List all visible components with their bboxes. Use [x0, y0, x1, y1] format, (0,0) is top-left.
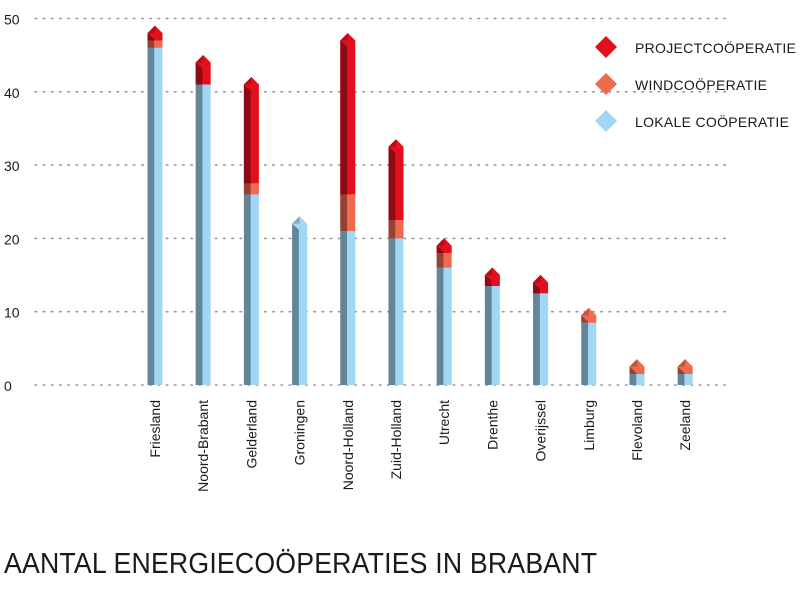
bar-segment-shade [533, 282, 540, 294]
bar-segment-shade [629, 374, 637, 385]
bar-segment-shade [388, 238, 396, 385]
bar-segment-shade [195, 84, 203, 385]
bar-segment [147, 40, 163, 48]
x-tick-label: Utrecht [436, 400, 452, 445]
bar-cap-front [340, 40, 356, 48]
bar-stack [292, 216, 308, 385]
bar-cap-shade [533, 274, 541, 283]
legend-swatch [595, 36, 617, 58]
x-tick-label: Overijssel [533, 400, 549, 461]
x-tick-label: Zuid-Holland [388, 400, 404, 479]
bar-cap-front [629, 366, 645, 374]
x-tick-label: Zeeland [677, 400, 693, 451]
bar-stack [195, 54, 211, 385]
bar-segment-shade [581, 315, 589, 323]
legend-label: PROJECTCOÖPERATIE [635, 39, 796, 56]
bar-segment-shade [292, 223, 299, 385]
bar-segment-shade [147, 47, 155, 385]
bar-segment-shade [388, 146, 396, 221]
y-tick-label: 30 [4, 158, 20, 174]
bar-cap-shade [340, 32, 348, 41]
y-tick-label: 20 [4, 231, 20, 247]
x-tick-label: Gelderland [243, 400, 259, 469]
bar-segment-shade [243, 183, 251, 195]
bar-cap-shade [243, 76, 252, 85]
bar-segment-shade [195, 62, 203, 85]
bar-cap-shade [629, 359, 637, 367]
legend-label: WINDCOÖPERATIE [635, 76, 767, 93]
bar-stack [533, 274, 549, 385]
y-tick-label: 10 [4, 305, 20, 321]
bar-cap-shade [484, 267, 493, 276]
bar-cap-front [677, 366, 693, 374]
bar-segment-shade [340, 40, 348, 195]
bar-segment-shade [484, 275, 492, 287]
x-tick-label: Noord-Brabant [195, 400, 211, 492]
legend-label: LOKALE COÖPERATIE [635, 113, 789, 130]
bar-stack [581, 307, 597, 385]
bar-cap-front [484, 275, 500, 282]
bar-segment-shade [243, 194, 251, 385]
bar-cap-shade [677, 359, 686, 367]
bars [147, 25, 693, 385]
x-axis-ticks: Friesland Noord-Brabant Gelderland Groninge… [147, 400, 693, 492]
bar-segment [629, 374, 645, 385]
bar-segment-shade [533, 293, 540, 385]
bar-cap-shade [581, 307, 589, 316]
legend-swatch [595, 110, 617, 132]
bar-stack [484, 267, 500, 385]
bar-cap-front [243, 84, 259, 92]
bar-cap-front [581, 315, 597, 323]
bar-cap-shade [436, 238, 445, 246]
bar-segment-shade [340, 194, 348, 232]
grid-lines [34, 17, 729, 386]
bar-segment-shade [581, 322, 589, 385]
x-tick-label: Groningen [292, 400, 308, 465]
legend: PROJECTCOÖPERATIE WINDCOÖPERATIE LOKALE CO… [595, 36, 796, 132]
bar-stack [388, 139, 404, 385]
bar-segment [243, 183, 259, 195]
legend-swatch [595, 73, 617, 95]
x-tick-label: Drenthe [484, 400, 500, 450]
bar-segment-shade [436, 267, 444, 385]
bar-stack [340, 32, 356, 385]
bar-stack [629, 359, 645, 385]
bar-segment-shade [436, 253, 444, 268]
bar-segment-shade [484, 286, 492, 385]
bar-segment-shade [147, 33, 155, 41]
bar-stack [243, 76, 259, 385]
bar-segment-shade [677, 374, 685, 385]
y-tick-label: 0 [4, 378, 12, 394]
bar-segment-shade [388, 220, 396, 239]
x-tick-label: Flevoland [629, 400, 645, 461]
chart-title: AANTAL ENERGIECOÖPERATIES IN BRABANT [4, 548, 598, 580]
bar-segment-shade [677, 366, 685, 375]
x-tick-label: Noord-Holland [340, 400, 356, 490]
bar-cap-front [292, 223, 308, 231]
y-axis-ticks: 0 10 20 30 40 50 [4, 12, 20, 395]
bar-stack [147, 25, 163, 385]
bar-segment-shade [340, 231, 348, 385]
bar-cap-front [533, 282, 549, 290]
x-tick-label: Limburg [581, 400, 597, 451]
bar-cap-shade [147, 25, 155, 34]
bar-cap-shade [195, 54, 204, 63]
bar-segment-shade [629, 366, 637, 375]
bar-cap-shade [388, 139, 396, 147]
bar-chart: 0 10 20 30 40 50 Friesland Noord-Brabant Gelder… [4, 12, 796, 492]
bar-stack [677, 359, 693, 385]
x-tick-label: Friesland [147, 400, 163, 458]
bar-segment-shade [147, 40, 155, 48]
y-tick-label: 50 [4, 12, 20, 28]
bar-cap-front [147, 33, 163, 40]
bar-segment-shade [436, 245, 444, 254]
y-tick-label: 40 [4, 85, 20, 101]
bar-cap-front [195, 62, 211, 70]
bar-segment [677, 374, 693, 385]
bar-cap-front [436, 245, 452, 253]
bar-cap-front [388, 146, 404, 154]
bar-cap-shade [292, 216, 300, 224]
bar-segment-shade [243, 84, 251, 184]
bar-stack [436, 238, 452, 385]
